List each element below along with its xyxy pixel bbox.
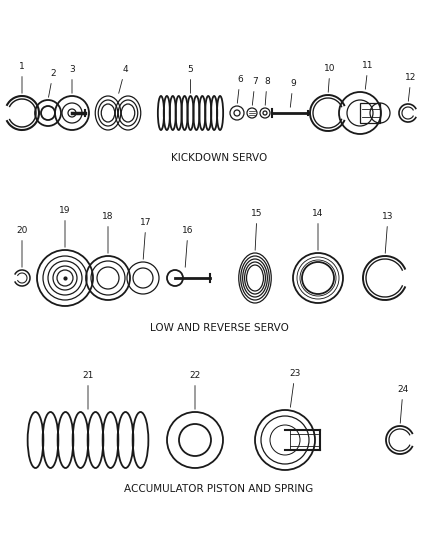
Text: 6: 6	[237, 75, 243, 103]
Text: 3: 3	[69, 65, 75, 93]
Text: 23: 23	[290, 369, 301, 407]
Text: KICKDOWN SERVO: KICKDOWN SERVO	[171, 153, 267, 163]
Text: 20: 20	[16, 226, 28, 267]
Text: 22: 22	[189, 371, 201, 409]
Text: 18: 18	[102, 212, 114, 253]
Text: LOW AND REVERSE SERVO: LOW AND REVERSE SERVO	[149, 323, 289, 333]
Text: 1: 1	[19, 62, 25, 93]
Text: 8: 8	[264, 77, 270, 105]
Text: 4: 4	[119, 65, 128, 93]
Text: 19: 19	[59, 206, 71, 247]
Text: 11: 11	[362, 61, 374, 89]
Text: 24: 24	[397, 385, 409, 423]
Text: ACCUMULATOR PISTON AND SPRING: ACCUMULATOR PISTON AND SPRING	[124, 484, 314, 494]
Text: 17: 17	[140, 218, 152, 259]
Text: 14: 14	[312, 209, 324, 250]
Text: 13: 13	[382, 212, 394, 253]
Text: 21: 21	[82, 371, 94, 409]
Text: 10: 10	[324, 64, 336, 92]
Text: 7: 7	[252, 77, 258, 105]
Text: 5: 5	[187, 65, 193, 93]
Text: 16: 16	[182, 226, 194, 267]
Text: 15: 15	[251, 209, 263, 250]
Text: 12: 12	[405, 73, 417, 101]
Text: 9: 9	[290, 79, 296, 107]
Text: 2: 2	[49, 69, 56, 98]
